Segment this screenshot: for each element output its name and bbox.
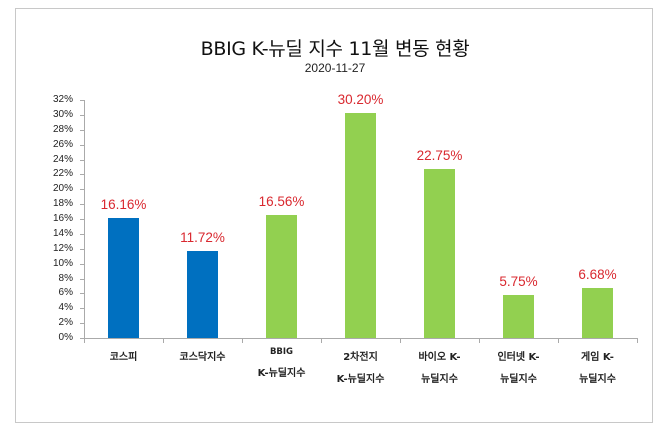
y-tick-mark bbox=[80, 189, 84, 191]
y-tick-label: 2% bbox=[58, 317, 73, 329]
y-tick-mark bbox=[80, 248, 84, 250]
bar bbox=[345, 113, 376, 338]
bar bbox=[503, 295, 534, 338]
y-tick-mark bbox=[80, 233, 84, 235]
x-category-label: 뉴딜지수 bbox=[579, 374, 616, 385]
y-tick-mark bbox=[80, 278, 84, 280]
x-tick-mark bbox=[479, 338, 480, 343]
y-tick-mark bbox=[80, 263, 84, 265]
bar-value-label: 22.75% bbox=[416, 147, 463, 163]
y-tick-label: 28% bbox=[52, 123, 73, 135]
bar-value-label: 11.72% bbox=[180, 229, 225, 245]
y-tick-mark bbox=[80, 323, 84, 325]
x-tick-mark bbox=[321, 338, 322, 343]
bar bbox=[187, 250, 218, 338]
y-tick-label: 30% bbox=[52, 108, 73, 120]
y-tick-label: 16% bbox=[52, 213, 73, 224]
y-tick-mark bbox=[80, 129, 84, 131]
x-category-label: K-뉴딜지수 bbox=[257, 368, 306, 379]
y-tick-label: 4% bbox=[58, 302, 73, 314]
x-category-label: 바이오 K- bbox=[418, 352, 461, 363]
bar-value-label: 16.16% bbox=[100, 196, 147, 212]
bar-value-label: 5.75% bbox=[499, 274, 538, 290]
x-category-label: BBIG bbox=[269, 347, 294, 357]
y-tick-mark bbox=[80, 174, 84, 176]
x-category-label: K-뉴딜지수 bbox=[336, 374, 385, 385]
bar bbox=[266, 214, 297, 338]
x-category-label: 코스피 bbox=[109, 352, 138, 363]
bar-value-label: 16.56% bbox=[258, 193, 305, 209]
y-tick-label: 6% bbox=[58, 287, 73, 299]
bar bbox=[108, 217, 139, 338]
y-tick-mark bbox=[80, 159, 84, 161]
y-tick-label: 18% bbox=[52, 198, 73, 210]
y-tick-mark bbox=[80, 293, 84, 295]
x-tick-mark bbox=[400, 338, 401, 343]
bar bbox=[582, 288, 613, 338]
y-tick-mark bbox=[80, 338, 84, 339]
x-tick-mark bbox=[84, 338, 85, 343]
bar bbox=[424, 168, 455, 338]
bar-value-label: 30.20% bbox=[337, 92, 384, 108]
y-axis bbox=[84, 100, 85, 338]
x-category-label: 코스닥지수 bbox=[179, 352, 226, 363]
chart-title: BBIG K-뉴딜 지수 11월 변동 현황 bbox=[200, 38, 470, 60]
y-tick-label: 12% bbox=[52, 242, 73, 254]
x-tick-mark bbox=[163, 338, 164, 343]
y-tick-label: 14% bbox=[52, 227, 73, 239]
x-category-label: 뉴딜지수 bbox=[500, 374, 537, 385]
y-tick-label: 26% bbox=[52, 138, 73, 150]
y-tick-mark bbox=[80, 114, 84, 116]
x-tick-mark bbox=[558, 338, 559, 343]
x-category-label: 2차전지 bbox=[343, 352, 378, 363]
x-tick-mark bbox=[637, 338, 638, 343]
x-category-label: 뉴딜지수 bbox=[421, 374, 458, 385]
bar-value-label: 6.68% bbox=[578, 267, 617, 283]
y-tick-label: 8% bbox=[58, 272, 73, 284]
y-tick-label: 10% bbox=[52, 257, 73, 269]
x-tick-mark bbox=[242, 338, 243, 343]
chart-frame bbox=[15, 8, 653, 423]
y-tick-label: 20% bbox=[52, 183, 73, 195]
y-tick-label: 32% bbox=[52, 94, 73, 105]
x-axis bbox=[84, 338, 637, 339]
y-tick-mark bbox=[80, 144, 84, 146]
x-category-label: 게임 K- bbox=[581, 352, 614, 363]
y-tick-mark bbox=[80, 219, 84, 220]
y-tick-mark bbox=[80, 308, 84, 310]
y-tick-mark bbox=[80, 100, 84, 101]
y-tick-label: 22% bbox=[52, 168, 73, 180]
chart-subtitle: 2020-11-27 bbox=[304, 61, 366, 75]
y-tick-mark bbox=[80, 204, 84, 206]
x-category-label: 인터넷 K- bbox=[497, 352, 540, 363]
y-tick-label: 24% bbox=[52, 153, 73, 165]
y-tick-label: 0% bbox=[58, 332, 73, 343]
